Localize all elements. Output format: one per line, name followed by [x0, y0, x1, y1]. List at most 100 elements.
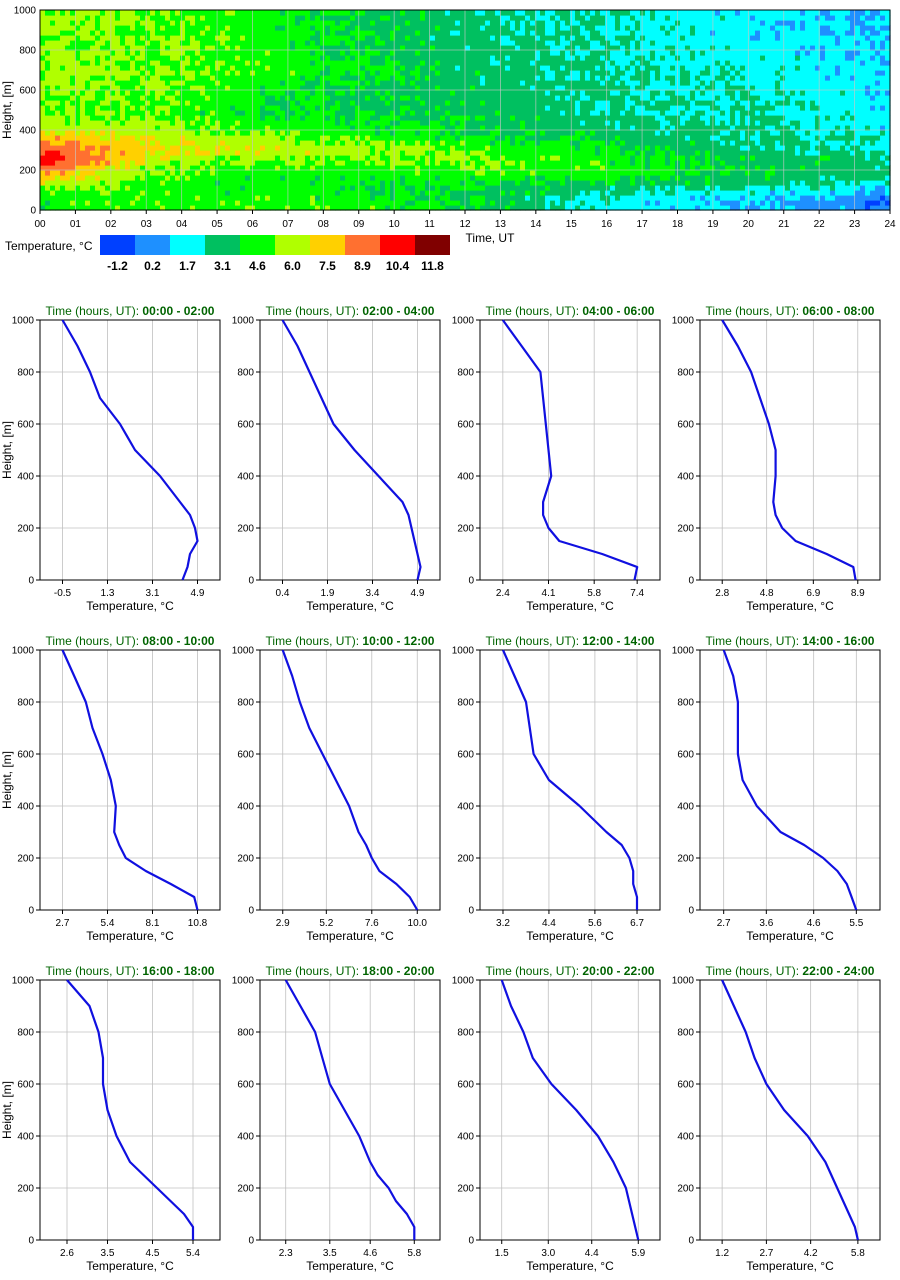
heatmap-cell [460, 10, 466, 16]
heatmap-cell [620, 155, 626, 161]
heatmap-cell [275, 55, 281, 61]
heatmap-cell [535, 85, 541, 91]
heatmap-cell [355, 120, 361, 126]
heatmap-cell [145, 205, 151, 211]
heatmap-cell [175, 205, 181, 211]
heatmap-cell [55, 20, 61, 26]
heatmap-cell [135, 35, 141, 41]
heatmap-cell [295, 195, 301, 201]
heatmap-cell [350, 75, 356, 81]
heatmap-cell [120, 15, 126, 21]
heatmap-cell [320, 20, 326, 26]
heatmap-cell [260, 30, 266, 36]
heatmap-cell [290, 25, 296, 31]
heatmap-cell [260, 80, 266, 86]
heatmap-cell [415, 115, 421, 121]
heatmap-cell [415, 120, 421, 126]
heatmap-cell [185, 55, 191, 61]
heatmap-cell [195, 180, 201, 186]
heatmap-cell [335, 195, 341, 201]
heatmap-cell [575, 75, 581, 81]
heatmap-cell [465, 175, 471, 181]
heatmap-cell [375, 200, 381, 206]
heatmap-cell [90, 195, 96, 201]
heatmap-cell [115, 165, 121, 171]
heatmap-cell [200, 25, 206, 31]
heatmap-cell [185, 195, 191, 201]
heatmap-cell [225, 185, 231, 191]
heatmap-cell [210, 135, 216, 141]
heatmap-cell [625, 165, 631, 171]
heatmap-cell [90, 120, 96, 126]
heatmap-cell [300, 10, 306, 16]
heatmap-cell [185, 185, 191, 191]
heatmap-cell [150, 125, 156, 131]
heatmap-cell [415, 195, 421, 201]
heatmap-cell [145, 175, 151, 181]
heatmap-cell [615, 120, 621, 126]
heatmap-cell [70, 180, 76, 186]
heatmap-cell [515, 195, 521, 201]
heatmap-cell [135, 160, 141, 166]
heatmap-cell [540, 140, 546, 146]
heatmap-cell [540, 125, 546, 131]
heatmap-cell [215, 140, 221, 146]
heatmap-cell [295, 145, 301, 151]
heatmap-cell [620, 170, 626, 176]
heatmap-cell [330, 35, 336, 41]
heatmap-cell [55, 65, 61, 71]
heatmap-cell [500, 80, 506, 86]
heatmap-cell [495, 40, 501, 46]
heatmap-cell [590, 90, 596, 96]
heatmap-cell [395, 170, 401, 176]
heatmap-cell [425, 95, 431, 101]
heatmap-cell [520, 200, 526, 206]
heatmap-cell [500, 150, 506, 156]
heatmap-cell [535, 170, 541, 176]
heatmap-cell [345, 160, 351, 166]
heatmap-cell [325, 100, 331, 106]
heatmap-cell [660, 200, 666, 206]
heatmap-cell [115, 20, 121, 26]
heatmap-cell [440, 100, 446, 106]
heatmap-cell [275, 80, 281, 86]
heatmap-cell [600, 125, 606, 131]
heatmap-cell [525, 110, 531, 116]
heatmap-cell [90, 145, 96, 151]
heatmap-cell [660, 160, 666, 166]
heatmap-cell [440, 20, 446, 26]
heatmap-cell [295, 50, 301, 56]
heatmap-cell [50, 145, 56, 151]
heatmap-cell [545, 60, 551, 66]
heatmap-cell [170, 20, 176, 26]
heatmap-cell [230, 65, 236, 71]
heatmap-cell [155, 110, 161, 116]
heatmap-cell [70, 115, 76, 121]
heatmap-cell [80, 90, 86, 96]
heatmap-cell [450, 45, 456, 51]
heatmap-cell [275, 85, 281, 91]
heatmap-cell [190, 30, 196, 36]
heatmap-cell [130, 140, 136, 146]
heatmap-cell [130, 155, 136, 161]
heatmap-cell [660, 165, 666, 171]
heatmap-cell [340, 105, 346, 111]
heatmap-cell [105, 95, 111, 101]
heatmap-cell [200, 15, 206, 21]
heatmap-cell [390, 10, 396, 16]
heatmap-cell [495, 75, 501, 81]
heatmap-cell [390, 130, 396, 136]
heatmap-cell [375, 105, 381, 111]
heatmap-cell [595, 15, 601, 21]
heatmap-cell [155, 120, 161, 126]
heatmap-cell [625, 135, 631, 141]
heatmap-cell [225, 70, 231, 76]
heatmap-cell [185, 155, 191, 161]
heatmap-cell [230, 80, 236, 86]
heatmap-cell [165, 80, 171, 86]
heatmap-cell [620, 40, 626, 46]
heatmap-cell [345, 190, 351, 196]
heatmap-cell [280, 40, 286, 46]
heatmap-cell [330, 130, 336, 136]
heatmap-cell [535, 175, 541, 181]
